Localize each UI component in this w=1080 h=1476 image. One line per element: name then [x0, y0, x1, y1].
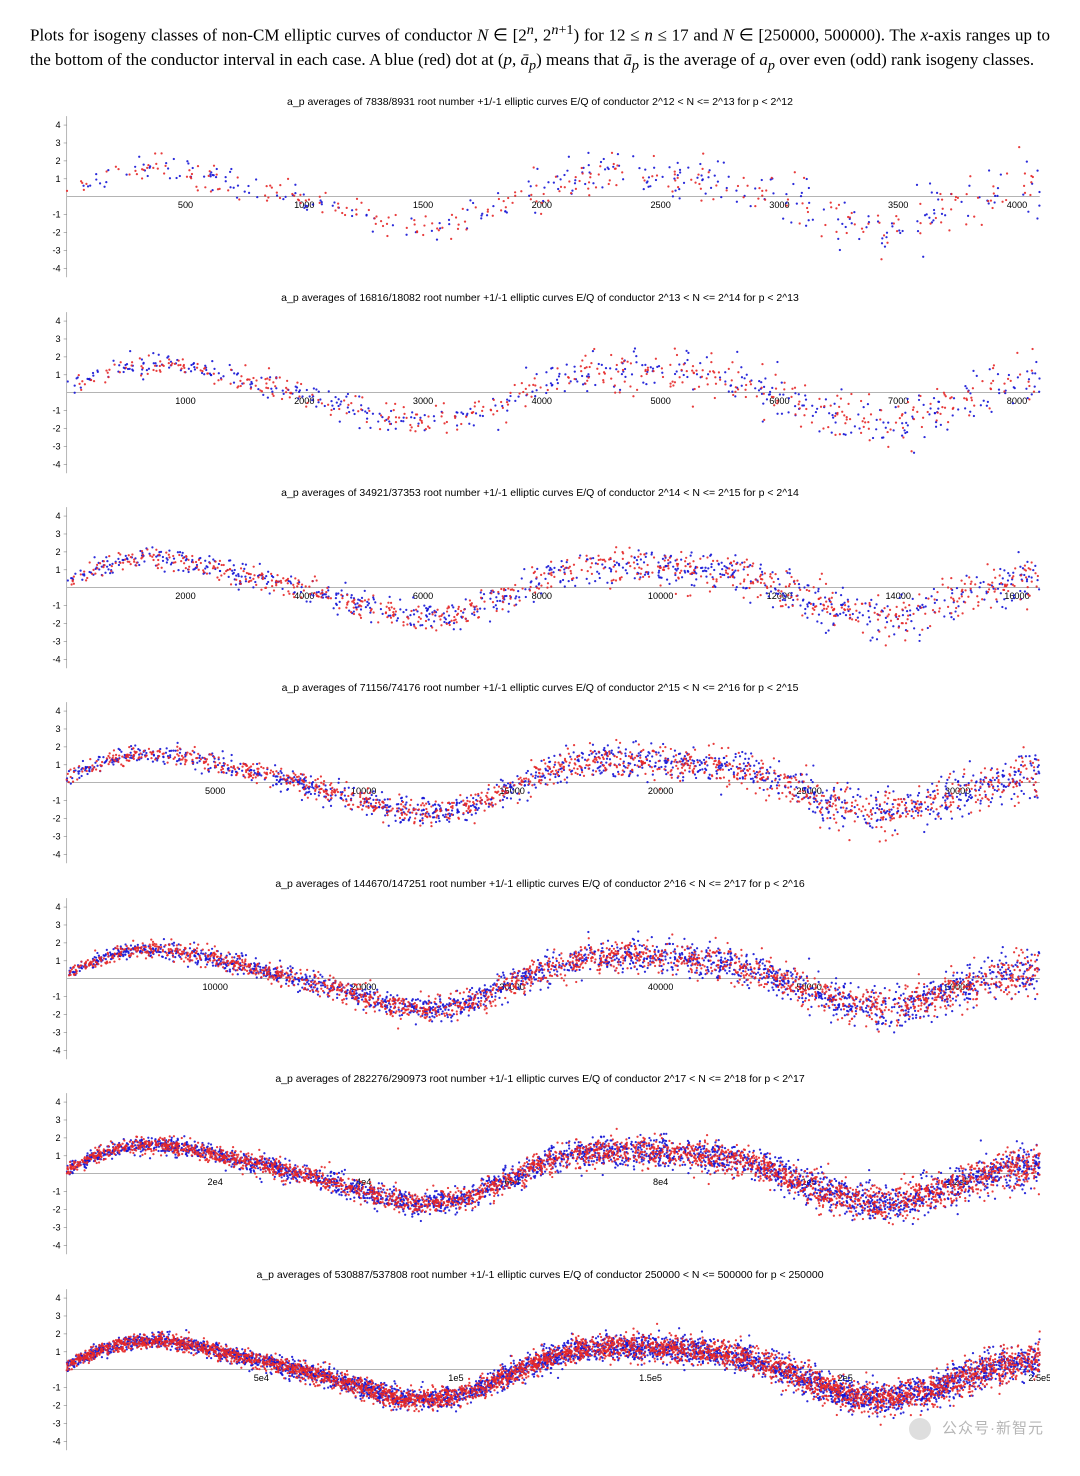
- scatter-panel: -4-3-2-112342000400060008000100001200014…: [30, 501, 1050, 674]
- svg-text:-3: -3: [52, 832, 60, 842]
- svg-text:3500: 3500: [888, 200, 908, 210]
- svg-text:4000: 4000: [294, 591, 314, 601]
- svg-text:-1: -1: [52, 796, 60, 806]
- svg-text:2000: 2000: [294, 396, 314, 406]
- svg-text:2: 2: [56, 352, 61, 362]
- svg-text:1: 1: [56, 760, 61, 770]
- svg-text:2500: 2500: [650, 200, 670, 210]
- scatter-panel: -4-3-2-112345001000150020002500300035004…: [30, 110, 1050, 283]
- svg-text:-2: -2: [52, 619, 60, 629]
- svg-text:16000: 16000: [1004, 591, 1029, 601]
- svg-text:3: 3: [56, 138, 61, 148]
- svg-text:7000: 7000: [888, 396, 908, 406]
- panel-p16: a_p averages of 144670/147251 root numbe…: [30, 872, 1050, 1065]
- svg-text:500: 500: [178, 200, 193, 210]
- scatter-panel: -4-3-2-112345000100001500020000250003000…: [30, 696, 1050, 869]
- panel-p17: a_p averages of 282276/290973 root numbe…: [30, 1067, 1050, 1260]
- scatter-panel: -4-3-2-112341000020000300004000050000600…: [30, 892, 1050, 1065]
- panel-p250k: a_p averages of 530887/537808 root numbe…: [30, 1263, 1050, 1456]
- panel-title: a_p averages of 71156/74176 root number …: [30, 682, 1050, 694]
- svg-text:2: 2: [56, 547, 61, 557]
- svg-text:-3: -3: [52, 636, 60, 646]
- svg-text:-1: -1: [52, 405, 60, 415]
- svg-text:2: 2: [56, 742, 61, 752]
- panel-title: a_p averages of 144670/147251 root numbe…: [30, 878, 1050, 890]
- panel-p14: a_p averages of 34921/37353 root number …: [30, 481, 1050, 674]
- svg-text:5000: 5000: [205, 786, 225, 796]
- svg-text:-2: -2: [52, 423, 60, 433]
- scatter-panel: -4-3-2-112341000200030004000500060007000…: [30, 306, 1050, 479]
- panel-p12: a_p averages of 7838/8931 root number +1…: [30, 90, 1050, 283]
- panel-title: a_p averages of 16816/18082 root number …: [30, 292, 1050, 304]
- svg-text:3: 3: [56, 334, 61, 344]
- svg-text:3: 3: [56, 724, 61, 734]
- svg-text:14000: 14000: [885, 591, 910, 601]
- scatter-panel: -4-3-2-112342e44e46e48e41e51.2e5: [30, 1087, 1050, 1260]
- svg-text:4000: 4000: [1007, 200, 1027, 210]
- svg-text:4000: 4000: [532, 396, 552, 406]
- svg-text:-4: -4: [52, 654, 60, 664]
- scatter-panel: -4-3-2-112345e41e51.5e52e52.5e5: [30, 1283, 1050, 1456]
- svg-text:3: 3: [56, 529, 61, 539]
- svg-text:10000: 10000: [648, 591, 673, 601]
- svg-text:5000: 5000: [650, 396, 670, 406]
- svg-text:4: 4: [56, 511, 61, 521]
- svg-text:-4: -4: [52, 850, 60, 860]
- panel-title: a_p averages of 7838/8931 root number +1…: [30, 96, 1050, 108]
- svg-text:-3: -3: [52, 441, 60, 451]
- svg-text:20000: 20000: [648, 786, 673, 796]
- svg-text:4: 4: [56, 316, 61, 326]
- svg-text:-2: -2: [52, 228, 60, 238]
- panel-title: a_p averages of 282276/290973 root numbe…: [30, 1073, 1050, 1085]
- svg-text:-1: -1: [52, 601, 60, 611]
- panel-title: a_p averages of 530887/537808 root numbe…: [30, 1269, 1050, 1281]
- svg-text:8000: 8000: [1007, 396, 1027, 406]
- svg-text:-3: -3: [52, 246, 60, 256]
- svg-text:4: 4: [56, 120, 61, 130]
- svg-text:-2: -2: [52, 814, 60, 824]
- svg-text:-4: -4: [52, 459, 60, 469]
- figure-caption: Plots for isogeny classes of non-CM elli…: [30, 20, 1050, 76]
- svg-text:4: 4: [56, 707, 61, 717]
- svg-text:2: 2: [56, 156, 61, 166]
- svg-text:3000: 3000: [413, 396, 433, 406]
- svg-text:-4: -4: [52, 264, 60, 274]
- svg-text:1000: 1000: [175, 396, 195, 406]
- panel-p13: a_p averages of 16816/18082 root number …: [30, 286, 1050, 479]
- svg-text:1500: 1500: [413, 200, 433, 210]
- even-rank-series: [66, 1327, 1041, 1419]
- svg-text:-1: -1: [52, 210, 60, 220]
- svg-text:1: 1: [56, 565, 61, 575]
- svg-text:2000: 2000: [175, 591, 195, 601]
- panel-p15: a_p averages of 71156/74176 root number …: [30, 676, 1050, 869]
- odd-rank-series: [66, 1322, 1041, 1425]
- svg-text:1: 1: [56, 369, 61, 379]
- panels-container: a_p averages of 7838/8931 root number +1…: [30, 90, 1050, 1456]
- svg-text:1: 1: [56, 174, 61, 184]
- svg-text:6000: 6000: [413, 591, 433, 601]
- panel-title: a_p averages of 34921/37353 root number …: [30, 487, 1050, 499]
